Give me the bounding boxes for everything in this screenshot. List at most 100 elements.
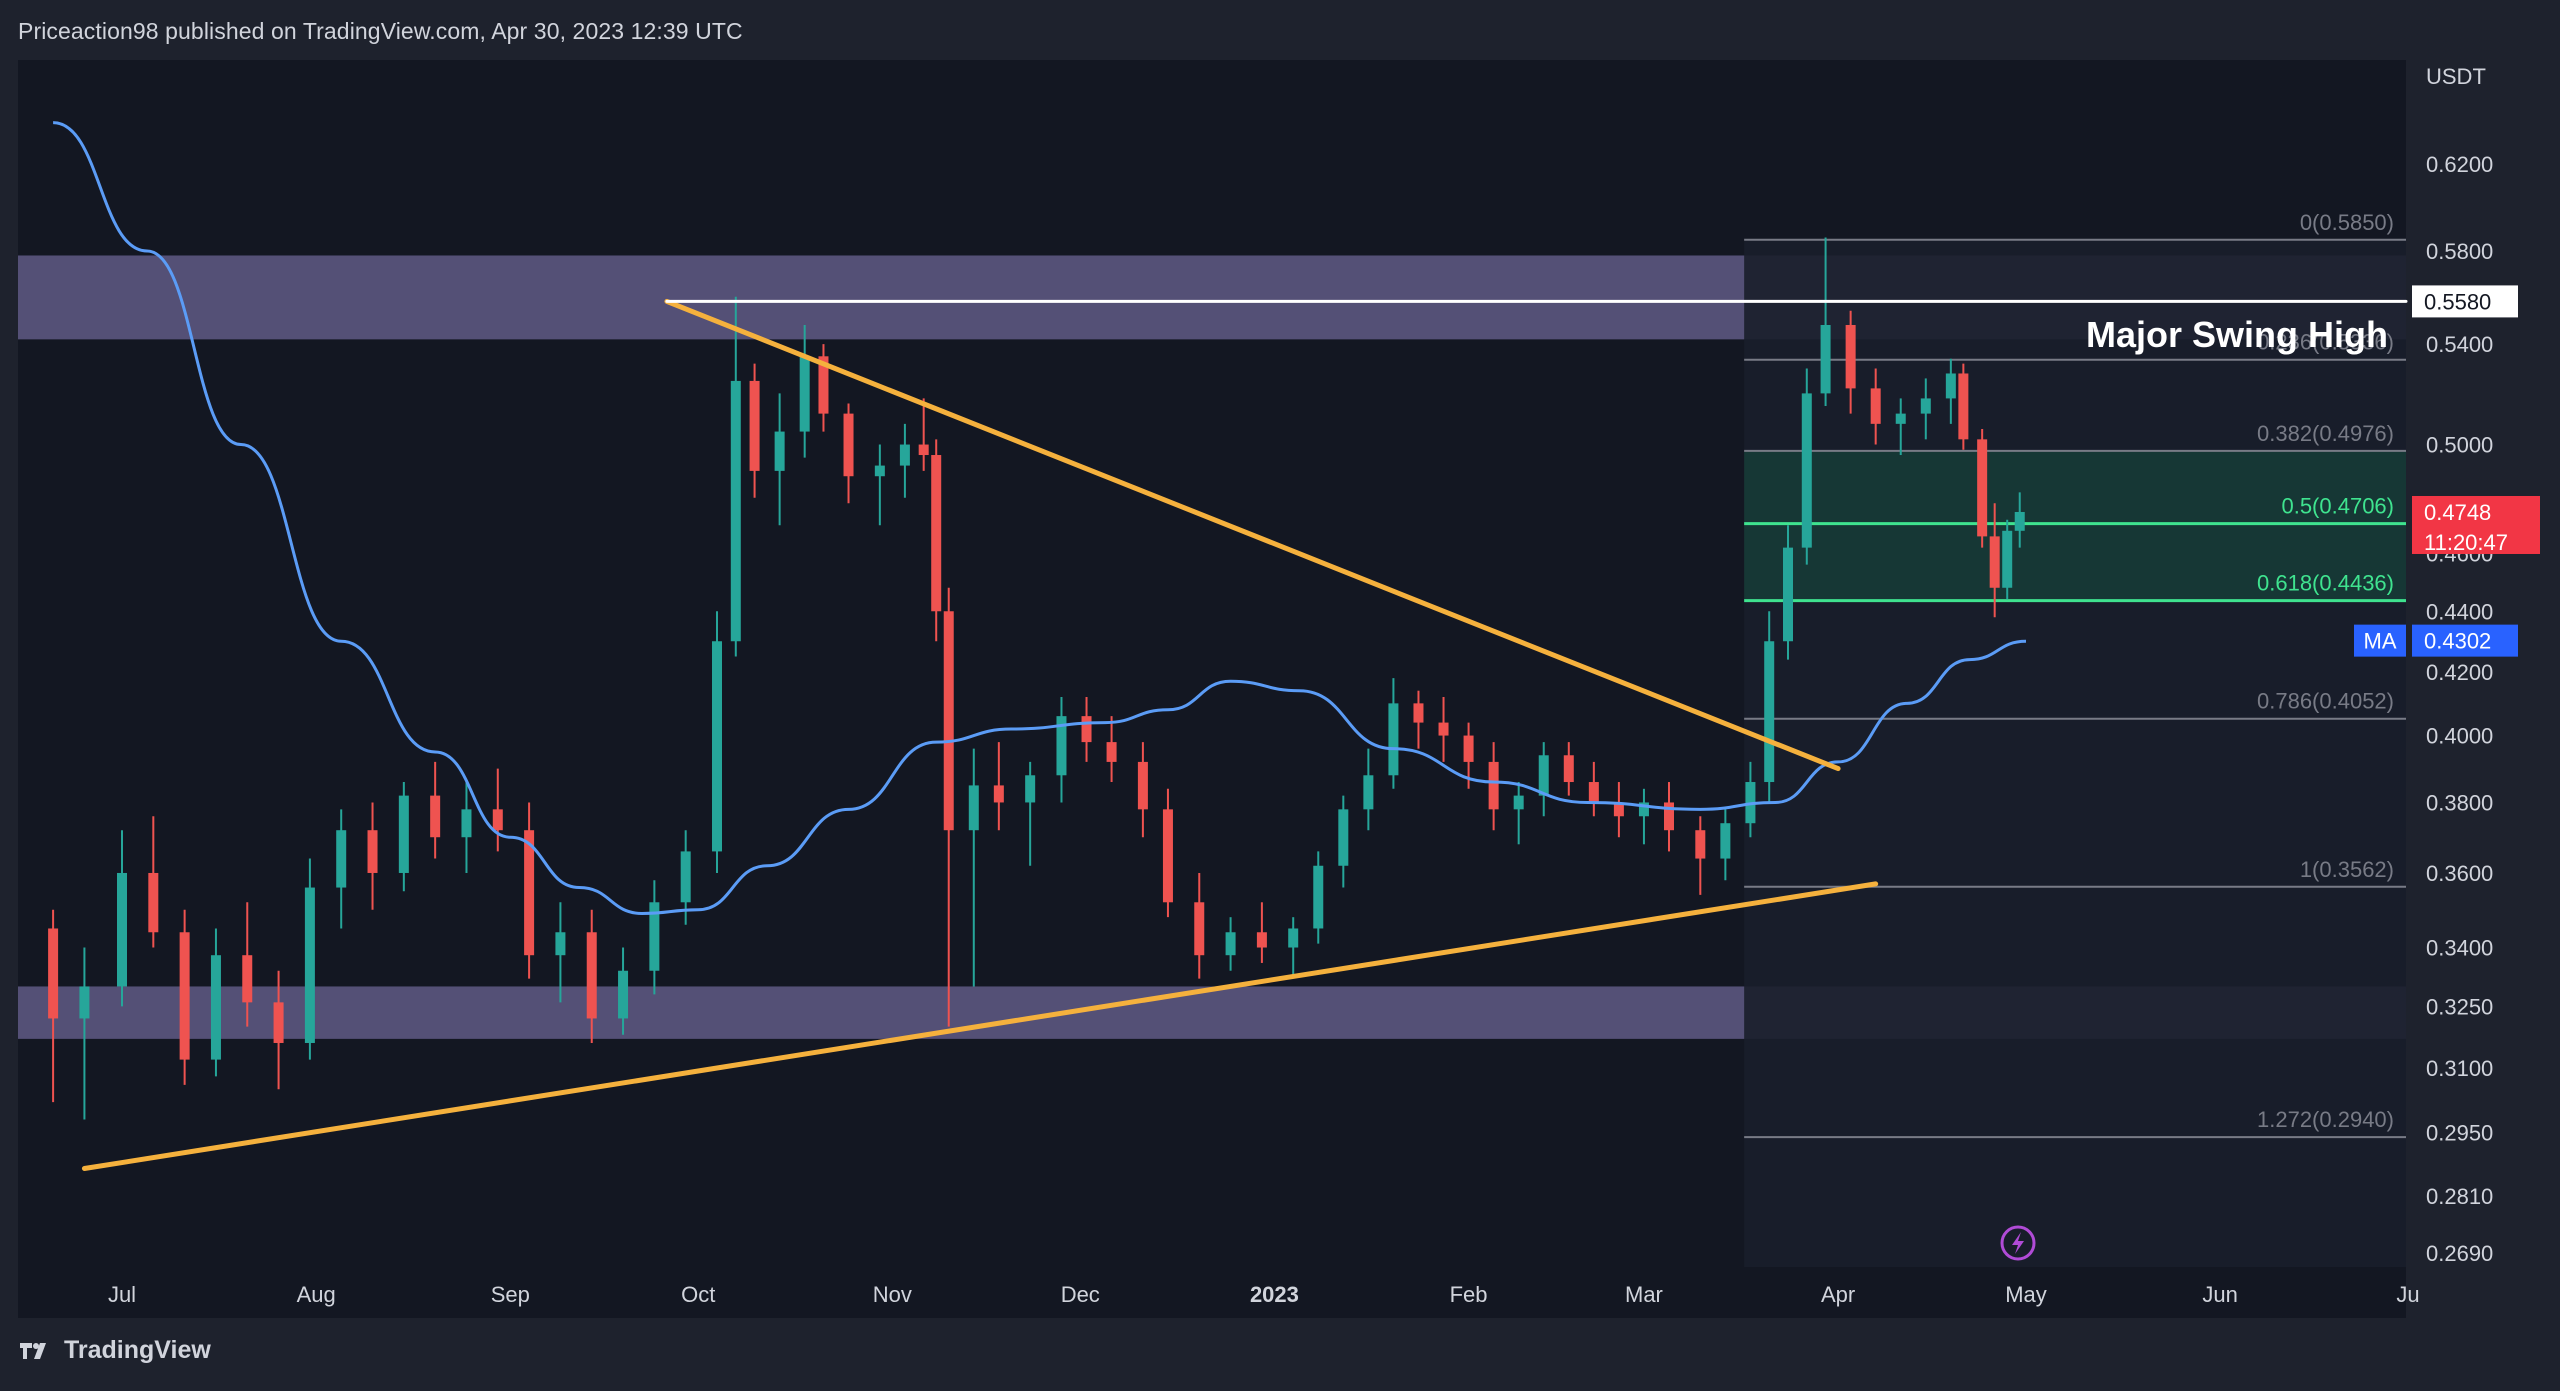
candle[interactable] (918, 398, 929, 471)
alert-icon[interactable] (2000, 1225, 2036, 1261)
candle[interactable] (1388, 678, 1399, 789)
candle[interactable] (1977, 428, 1988, 548)
candle[interactable] (1256, 902, 1267, 963)
candle[interactable] (586, 909, 597, 1043)
candle[interactable] (555, 902, 566, 1003)
candle[interactable] (1106, 716, 1117, 783)
candle[interactable] (2002, 519, 2013, 600)
candle[interactable] (993, 742, 1004, 831)
candle[interactable] (398, 782, 409, 892)
candle[interactable] (1513, 782, 1524, 845)
x-tick-label: Sep (491, 1282, 530, 1307)
candle[interactable] (649, 880, 660, 995)
current-price-label: 0.4748 (2424, 500, 2491, 525)
candle[interactable] (1056, 697, 1067, 803)
candle[interactable] (1870, 368, 1881, 445)
candle[interactable] (899, 423, 910, 498)
candle[interactable] (1413, 690, 1424, 749)
candle[interactable] (874, 444, 885, 526)
candle[interactable] (524, 802, 535, 979)
time-axis[interactable]: Jul Aug Sep Oct Nov Dec 2023 Feb Mar Apr May Jun Ju (108, 1282, 2420, 1307)
candle[interactable] (799, 324, 810, 458)
candle[interactable] (1438, 697, 1449, 762)
candle[interactable] (430, 761, 441, 859)
y-tick-label: 0.3400 (2426, 936, 2493, 961)
trendlines-layer[interactable] (81, 298, 2408, 1172)
candles-layer[interactable] (48, 237, 2025, 1120)
candle[interactable] (1488, 742, 1499, 831)
candle[interactable] (1945, 358, 1956, 424)
candle[interactable] (1538, 742, 1549, 817)
ascending-support-line[interactable] (81, 881, 1879, 1172)
candle[interactable] (2014, 492, 2025, 548)
candle[interactable] (1225, 917, 1236, 971)
candle[interactable] (730, 296, 741, 657)
candle[interactable] (1338, 795, 1349, 888)
candle-body (1720, 823, 1731, 859)
candle[interactable] (1664, 782, 1674, 852)
descending-resistance-line[interactable] (664, 298, 1841, 772)
candle[interactable] (774, 393, 785, 526)
moving-average-line (52, 121, 2027, 915)
candle[interactable] (1137, 742, 1148, 838)
candle[interactable] (1563, 742, 1574, 796)
candle[interactable] (117, 830, 127, 1007)
candle[interactable] (210, 928, 221, 1077)
candle[interactable] (749, 363, 760, 498)
candle[interactable] (1363, 748, 1374, 831)
candle-body (1388, 703, 1399, 776)
candle[interactable] (943, 587, 954, 1027)
price-axis[interactable]: USDT0.62000.58000.54000.50000.46000.4400… (2426, 64, 2493, 1266)
candle[interactable] (367, 802, 378, 910)
candle[interactable] (304, 858, 315, 1060)
candle[interactable] (179, 909, 190, 1085)
candle[interactable] (931, 439, 942, 642)
candle[interactable] (273, 970, 284, 1090)
candle[interactable] (712, 611, 722, 873)
candle-body (918, 444, 929, 456)
candle[interactable] (843, 403, 854, 504)
candle[interactable] (1194, 872, 1205, 979)
candle[interactable] (148, 816, 159, 948)
candle[interactable] (618, 947, 629, 1035)
candle[interactable] (1313, 851, 1324, 944)
candle[interactable] (1845, 310, 1856, 414)
candle-body (649, 902, 660, 971)
candle[interactable] (968, 748, 979, 987)
candle[interactable] (1720, 809, 1731, 881)
candle[interactable] (1288, 917, 1299, 975)
candle[interactable] (1801, 368, 1812, 565)
candle[interactable] (1025, 761, 1036, 866)
candle[interactable] (48, 909, 59, 1103)
candle[interactable] (492, 768, 503, 852)
candle[interactable] (242, 902, 253, 1027)
candle[interactable] (818, 344, 829, 432)
candle[interactable] (336, 809, 347, 929)
candle[interactable] (1783, 525, 1793, 660)
candle[interactable] (1958, 363, 1969, 450)
tradingview-brand[interactable]: TradingView (18, 1336, 211, 1365)
candle[interactable] (1588, 761, 1599, 817)
candle[interactable] (461, 782, 472, 873)
candle[interactable] (1638, 788, 1649, 845)
candle[interactable] (1820, 237, 1831, 406)
candle-body (1958, 373, 1969, 440)
candle[interactable] (79, 947, 90, 1120)
candle[interactable] (1764, 611, 1775, 803)
candle[interactable] (1695, 816, 1706, 895)
candle[interactable] (1613, 782, 1624, 838)
x-tick-label: 2023 (1250, 1282, 1299, 1307)
candle-body (1488, 761, 1499, 810)
x-tick-label: Jul (108, 1282, 136, 1307)
ma-price-label: 0.4302 (2424, 629, 2491, 654)
candle[interactable] (1162, 788, 1173, 918)
candle[interactable] (1895, 398, 1906, 456)
candle-body (730, 380, 741, 642)
candle-body (1463, 735, 1474, 762)
candle[interactable] (1989, 503, 2000, 618)
candle[interactable] (1081, 697, 1092, 762)
candle-body (1945, 373, 1956, 399)
candle[interactable] (1920, 378, 1931, 440)
